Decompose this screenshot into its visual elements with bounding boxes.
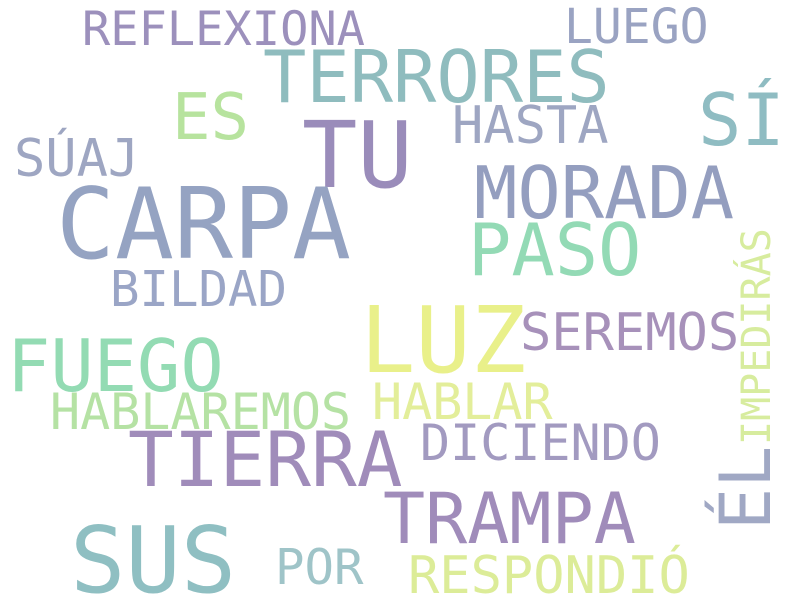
word-hasta: HASTA bbox=[452, 96, 609, 156]
word-fuego: FUEGO bbox=[7, 324, 224, 408]
word-tu: TU bbox=[302, 102, 413, 209]
word-diciendo: DICIENDO bbox=[420, 414, 661, 472]
word-por: POR bbox=[275, 539, 364, 596]
word-seremos: SEREMOS bbox=[520, 303, 740, 363]
word-tierra: TIERRA bbox=[128, 415, 403, 504]
word-si: SÍ bbox=[698, 78, 785, 162]
word-suaj: SÚAJ bbox=[14, 129, 140, 189]
word-morada: MORADA bbox=[474, 151, 735, 235]
word-el: ÉL bbox=[705, 445, 787, 530]
word-hablaremos: HABLAREMOS bbox=[50, 383, 352, 441]
word-paso: PASO bbox=[468, 208, 642, 292]
word-reflexiona: REFLEXIONA bbox=[82, 2, 365, 57]
word-terrores: TERRORES bbox=[263, 35, 610, 119]
word-respondio: RESPONDIÓ bbox=[408, 546, 690, 606]
word-sus: SUS bbox=[70, 507, 237, 614]
word-trampa: TRAMPA bbox=[383, 478, 636, 560]
word-luz: LUZ bbox=[360, 287, 527, 394]
word-hablar: HABLAR bbox=[372, 373, 553, 431]
word-impediras: IMPEDIRÁS bbox=[734, 228, 780, 445]
word-bildad: BILDAD bbox=[110, 261, 288, 318]
word-es: ES bbox=[172, 81, 250, 155]
word-carpa: CARPA bbox=[56, 168, 352, 282]
word-luego: LUEGO bbox=[564, 0, 709, 55]
